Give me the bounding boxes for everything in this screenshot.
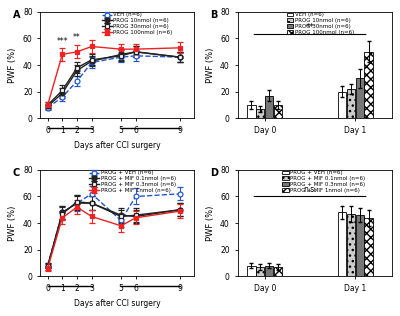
Legend: VEH (n=6), PROG 10nmol (n=6), PROG 30nmol (n=6), PROG 100nmol (n=6): VEH (n=6), PROG 10nmol (n=6), PROG 30nmo… [286, 12, 354, 35]
Text: **: ** [306, 23, 314, 33]
Y-axis label: PWF (%): PWF (%) [206, 47, 214, 83]
Text: C: C [12, 168, 20, 178]
X-axis label: Days after CCI surgery: Days after CCI surgery [74, 141, 161, 150]
Bar [256, 109, 264, 118]
Y-axis label: PWF (%): PWF (%) [8, 205, 17, 241]
Bar [256, 267, 264, 276]
Bar [274, 267, 282, 276]
Bar [364, 218, 373, 276]
Bar [247, 105, 256, 118]
Bar [347, 89, 355, 118]
Bar [347, 214, 355, 276]
Text: B: B [210, 10, 217, 20]
Y-axis label: PWF (%): PWF (%) [8, 47, 17, 83]
Bar [247, 266, 256, 276]
Text: ***: *** [56, 38, 68, 46]
Legend: PROG + VEH (n=6), PROG + MIF 0.1nmol (n=6), PROG + MIF 0.3nmol (n=6), PROG + MIF: PROG + VEH (n=6), PROG + MIF 0.1nmol (n=… [89, 170, 176, 193]
Text: D: D [210, 168, 218, 178]
Bar [364, 52, 373, 118]
Text: n.s.: n.s. [303, 185, 317, 194]
Text: A: A [12, 10, 20, 20]
Bar [274, 105, 282, 118]
Legend: PROG + VEH (n=6), PROG + MIF 0.1nmol (n=6), PROG + MIF 0.3nmol (n=6), PROG + MIF: PROG + VEH (n=6), PROG + MIF 0.1nmol (n=… [282, 170, 365, 193]
Bar [356, 215, 364, 276]
Legend: VEH (n=6), PROG 10nmol (n=6), PROG 30nmol (n=6), PROG 100nmol (n=6): VEH (n=6), PROG 10nmol (n=6), PROG 30nmo… [102, 12, 172, 35]
Y-axis label: PWF (%): PWF (%) [206, 205, 214, 241]
Bar [265, 96, 273, 118]
Bar [338, 212, 346, 276]
Bar [265, 266, 273, 276]
Bar [338, 92, 346, 118]
X-axis label: Days after CCI surgery: Days after CCI surgery [74, 299, 161, 308]
Bar [356, 78, 364, 118]
Text: **: ** [73, 33, 81, 42]
